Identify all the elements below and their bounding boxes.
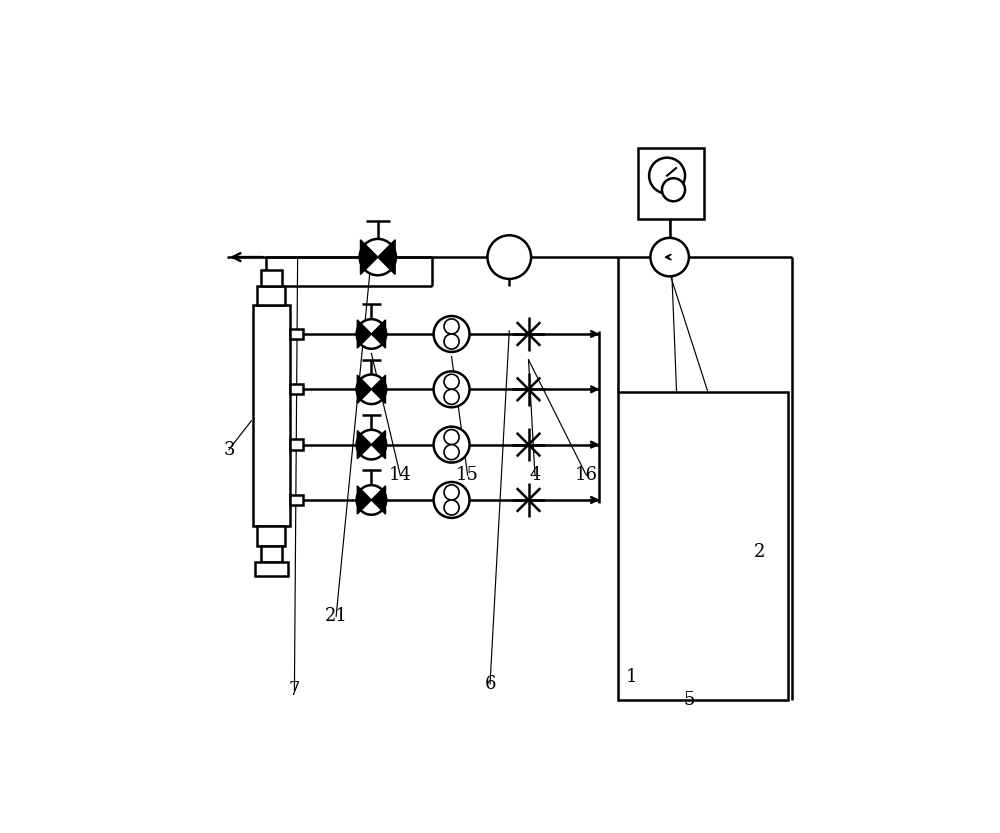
Text: 2: 2 bbox=[754, 543, 765, 561]
Bar bbox=[290, 440, 303, 450]
Circle shape bbox=[487, 235, 531, 279]
Circle shape bbox=[444, 389, 459, 404]
Circle shape bbox=[360, 239, 396, 275]
Text: 14: 14 bbox=[389, 466, 412, 484]
Text: 15: 15 bbox=[456, 466, 479, 484]
Bar bbox=[261, 270, 282, 286]
Circle shape bbox=[649, 157, 685, 193]
Polygon shape bbox=[357, 375, 371, 403]
Circle shape bbox=[357, 375, 386, 404]
Bar bbox=[255, 561, 288, 576]
Circle shape bbox=[434, 372, 470, 407]
Circle shape bbox=[444, 334, 459, 349]
Circle shape bbox=[357, 430, 386, 460]
Circle shape bbox=[444, 500, 459, 515]
Polygon shape bbox=[378, 240, 395, 274]
Bar bbox=[290, 329, 303, 339]
Circle shape bbox=[444, 445, 459, 460]
Text: 4: 4 bbox=[529, 466, 541, 484]
Circle shape bbox=[434, 482, 470, 518]
Text: 7: 7 bbox=[289, 681, 300, 699]
Polygon shape bbox=[357, 486, 371, 514]
Circle shape bbox=[444, 485, 459, 500]
Text: 5: 5 bbox=[683, 691, 695, 709]
Bar bbox=[290, 384, 303, 395]
Polygon shape bbox=[371, 375, 386, 403]
Polygon shape bbox=[371, 320, 386, 348]
Text: 1: 1 bbox=[625, 668, 637, 686]
Circle shape bbox=[357, 319, 386, 349]
Bar bbox=[618, 392, 788, 700]
Text: 21: 21 bbox=[325, 607, 348, 626]
Bar bbox=[638, 148, 704, 218]
Circle shape bbox=[434, 316, 470, 352]
Bar bbox=[257, 526, 285, 546]
Bar bbox=[290, 495, 303, 505]
Polygon shape bbox=[357, 431, 371, 459]
Circle shape bbox=[434, 426, 470, 462]
Circle shape bbox=[444, 374, 459, 389]
Circle shape bbox=[444, 430, 459, 445]
Circle shape bbox=[662, 178, 685, 202]
Text: 16: 16 bbox=[575, 466, 598, 484]
Polygon shape bbox=[371, 431, 386, 459]
Circle shape bbox=[650, 238, 689, 277]
Text: 6: 6 bbox=[484, 675, 496, 693]
Polygon shape bbox=[357, 320, 371, 348]
Bar bbox=[253, 305, 290, 526]
Bar bbox=[257, 286, 285, 305]
Circle shape bbox=[357, 485, 386, 515]
Polygon shape bbox=[371, 486, 386, 514]
Bar bbox=[261, 546, 282, 561]
Polygon shape bbox=[360, 240, 378, 274]
Text: 3: 3 bbox=[223, 441, 235, 458]
Circle shape bbox=[444, 319, 459, 334]
